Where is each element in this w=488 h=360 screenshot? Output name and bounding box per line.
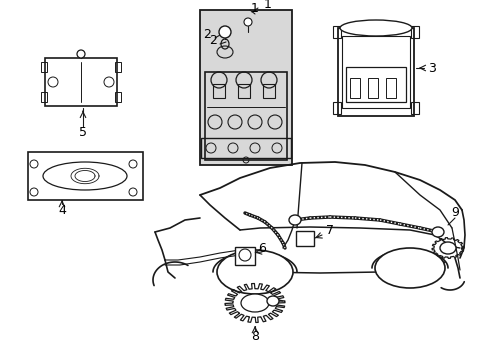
Bar [45,58,117,106]
Ellipse shape [77,50,85,58]
Bar [332,26,340,38]
Text: 2: 2 [203,28,210,41]
Ellipse shape [217,250,292,294]
Bar [115,92,121,102]
Text: 8: 8 [250,329,259,342]
Ellipse shape [339,20,411,36]
Text: 2: 2 [209,33,217,46]
Bar [349,78,359,98]
Ellipse shape [219,26,230,38]
Text: 6: 6 [258,242,265,255]
Bar [200,10,291,165]
Ellipse shape [244,18,251,26]
Bar [410,102,418,114]
Ellipse shape [288,215,301,225]
Bar [346,67,405,102]
Bar [341,36,409,108]
Text: 1: 1 [264,0,271,10]
Bar [337,28,413,116]
Bar [367,78,377,98]
Bar [295,231,313,246]
Bar [28,152,142,200]
Ellipse shape [439,242,455,254]
Bar [235,247,254,265]
Bar [385,78,395,98]
Bar [201,138,290,158]
Bar [238,84,249,98]
Bar [213,84,224,98]
Text: 9: 9 [450,206,458,219]
Bar [204,72,286,160]
Text: 5: 5 [79,126,87,139]
Text: 4: 4 [58,203,66,216]
Bar [41,62,47,72]
Ellipse shape [374,248,444,288]
Bar [115,62,121,72]
Bar [410,26,418,38]
Bar [41,92,47,102]
Text: 3: 3 [427,62,435,75]
Bar [332,102,340,114]
Ellipse shape [431,227,443,237]
Text: 7: 7 [325,224,333,237]
Ellipse shape [241,294,268,312]
Ellipse shape [266,296,279,306]
Bar [263,84,274,98]
Text: 1: 1 [250,1,259,14]
